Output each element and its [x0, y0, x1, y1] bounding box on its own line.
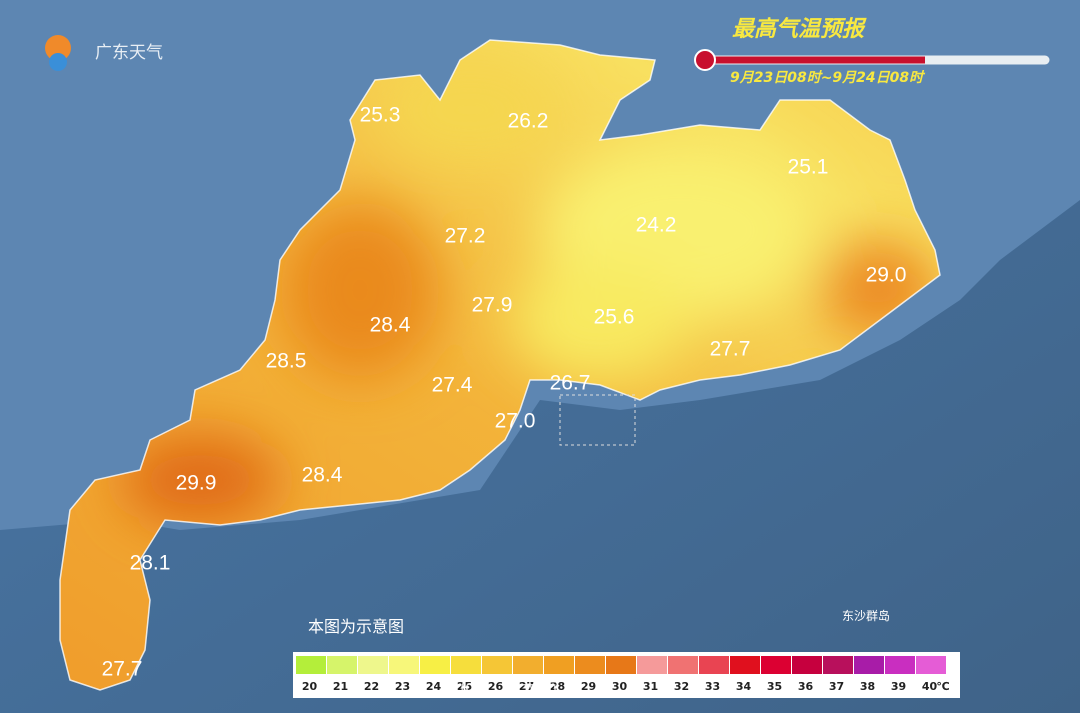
temp-label: 25.6 — [594, 306, 635, 329]
legend-swatch — [823, 656, 853, 674]
legend-tick: 26 — [488, 680, 504, 693]
legend-tick: 38 — [860, 680, 875, 693]
legend-swatch — [327, 656, 357, 674]
watermark: @广东天气 — [460, 674, 560, 698]
title: 最高气温预报 — [732, 16, 867, 42]
legend-tick: 23 — [395, 680, 410, 693]
temp-label: 25.1 — [788, 156, 829, 179]
islands-label: 东沙群岛 — [842, 608, 890, 623]
legend-swatch — [668, 656, 698, 674]
temp-label: 28.4 — [370, 314, 411, 337]
temp-label: 27.4 — [432, 374, 473, 397]
legend-tick: 37 — [829, 680, 844, 693]
legend-tick: 27 — [519, 680, 534, 693]
legend-tick: 30 — [612, 680, 628, 693]
note: 本图为示意图 — [308, 617, 404, 636]
temp-label: 29.9 — [176, 472, 217, 495]
legend-tick: 21 — [333, 680, 348, 693]
legend-tick: 24 — [426, 680, 442, 693]
legend-swatch — [606, 656, 636, 674]
legend-swatch — [544, 656, 574, 674]
legend-tick: 29 — [581, 680, 596, 693]
temp-label: 26.2 — [508, 110, 549, 133]
legend-unit: ℃ — [936, 680, 949, 693]
legend-swatch — [358, 656, 388, 674]
temp-label: 27.9 — [472, 294, 513, 317]
legend-tick: 25 — [457, 680, 472, 693]
legend-swatch — [296, 656, 326, 674]
logo-text: 广东天气 — [95, 43, 163, 63]
legend-swatch — [575, 656, 605, 674]
labels: 25.3 26.2 25.1 27.2 24.2 29.0 27.9 28.4 25.6 28.5… — [102, 104, 907, 681]
legend-tick: 28 — [550, 680, 565, 693]
hk-box — [559, 394, 636, 446]
legend-tick: 35 — [767, 680, 782, 693]
thermometer-bulb — [694, 49, 716, 71]
legend-tick: 40 — [922, 680, 938, 693]
legend-swatch — [730, 656, 760, 674]
temp-label: 28.4 — [302, 464, 343, 487]
temp-label: 27.7 — [710, 338, 751, 361]
temp-label: 27.7 — [102, 658, 143, 681]
legend-tick: 33 — [705, 680, 720, 693]
legend-tick: 39 — [891, 680, 906, 693]
legend-tick: 31 — [643, 680, 658, 693]
legend-swatch — [389, 656, 419, 674]
temp-label: 27.2 — [445, 225, 486, 248]
legend-swatch — [513, 656, 543, 674]
legend-swatch — [916, 656, 946, 674]
legend-tick: 32 — [674, 680, 689, 693]
legend-tick: 20 — [302, 680, 318, 693]
legend-tick: 34 — [736, 680, 752, 693]
temp-label: 24.2 — [636, 214, 677, 237]
legend-swatch — [637, 656, 667, 674]
legend-swatch — [482, 656, 512, 674]
period: 9月23日08时~9月24日08时 — [730, 70, 926, 86]
legend: 20 21 22 23 24 25 26 27 28 29 30 31 32 33 34 35 36 37 38 39… — [296, 656, 950, 693]
legend-swatch — [761, 656, 791, 674]
legend-swatch — [792, 656, 822, 674]
legend-swatch — [699, 656, 729, 674]
temp-label: 28.5 — [266, 350, 307, 373]
temp-label: 29.0 — [866, 264, 907, 287]
logo: 广东天气 — [45, 35, 163, 71]
temp-label: 27.0 — [495, 410, 536, 433]
legend-swatch — [451, 656, 481, 674]
temp-label: 25.3 — [360, 104, 401, 127]
legend-swatch — [420, 656, 450, 674]
legend-tick: 36 — [798, 680, 814, 693]
legend-tick: 22 — [364, 680, 379, 693]
temp-label: 28.1 — [130, 552, 171, 575]
legend-swatch — [885, 656, 915, 674]
legend-swatch — [854, 656, 884, 674]
temp-label: 26.7 — [550, 372, 591, 395]
